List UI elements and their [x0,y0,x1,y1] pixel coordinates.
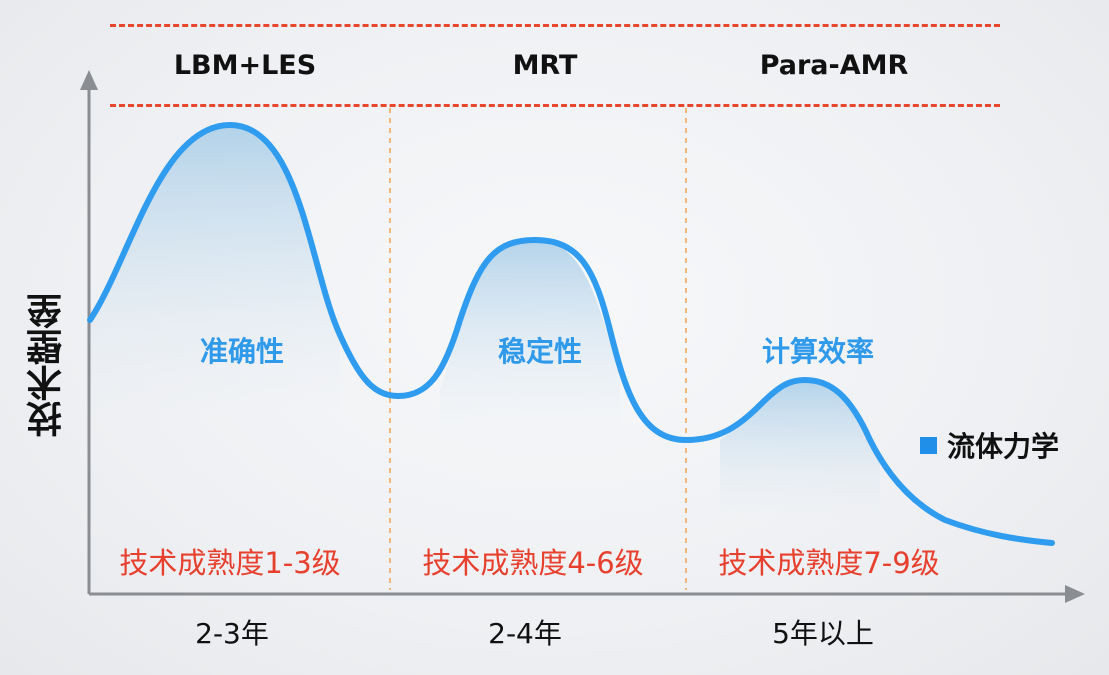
duration-label-1: 2-3年 [195,617,269,650]
bottom-dashed-line [110,104,1000,107]
barrier-label-3: 计算效率 [761,335,874,368]
phase-method-2: MRT [512,50,578,81]
legend: 流体力学 [920,425,1059,465]
y-axis-arrow [80,70,98,90]
trl-label-2: 技术成熟度4-6级 [422,546,644,580]
phase-method-3: Para-AMR [759,50,909,81]
barrier-curve [87,122,1055,546]
x-axis-arrow [1065,585,1085,603]
trl-label-1: 技术成熟度1-3级 [119,546,341,580]
barrier-label-1: 准确性 [199,335,284,368]
phase-method-1: LBM+LES [173,50,317,81]
legend-swatch [920,436,937,454]
legend-label: 流体力学 [947,430,1060,463]
peak-fill-3 [720,380,880,520]
trl-label-3: 技术成熟度7-9级 [718,546,940,580]
duration-label-2: 2-4年 [488,617,562,650]
barrier-label-2: 稳定性 [497,335,582,368]
peak-fill-2 [440,240,620,440]
top-dashed-line [110,24,1000,27]
y-axis-label: 技术壁垒 [27,293,68,437]
peak-fill-1 [90,125,340,420]
duration-label-3: 5年以上 [772,617,874,650]
